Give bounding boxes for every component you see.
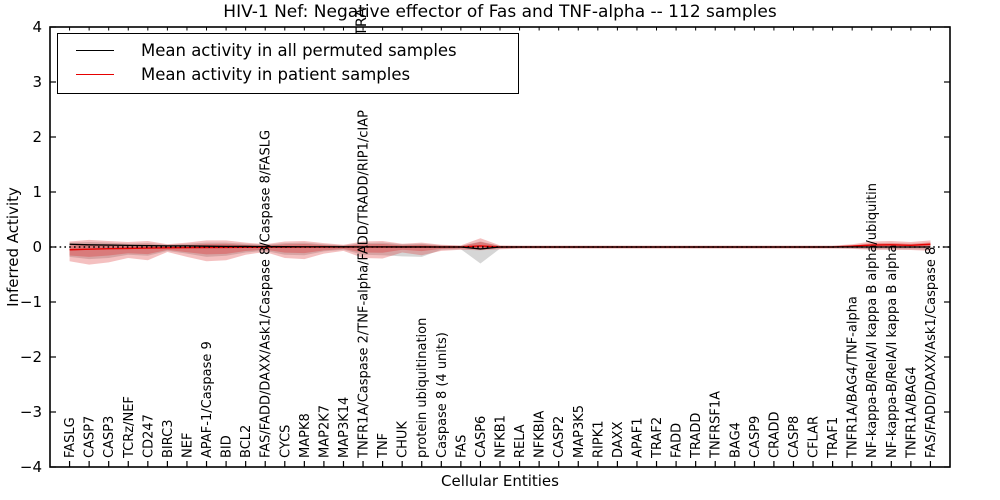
x-tick-label: MAPK8 (298, 413, 313, 458)
legend-item-patient: Mean activity in patient samples (76, 65, 508, 84)
x-tick-label: NFKB1 (494, 415, 509, 458)
y-tick-label: 4 (32, 18, 42, 36)
x-tick-label: TNFR1A/BAG4 (904, 366, 919, 459)
patient-line-sample (76, 74, 114, 76)
permuted-line-sample (76, 49, 114, 51)
legend-item-permuted: Mean activity in all permuted samples (76, 41, 508, 60)
x-tick-label: TCRz/NEF (122, 396, 137, 459)
x-tick-label: CASP9 (748, 416, 763, 458)
x-tick-label: FAS/FADD/DAXX/Ask1/Caspase 8 (924, 247, 939, 458)
x-tick-label: MAP3K5 (572, 405, 587, 458)
x-tick-label: NEF (180, 433, 195, 458)
x-tick-label: CRADD (767, 412, 782, 459)
x-tick-label: TNFR1A/Caspase 2/TNF-alpha/FADD/TRADD/RI… (357, 110, 372, 459)
x-tick-label: APAF1 (630, 417, 645, 458)
x-tick-label: TRAF1 (826, 417, 841, 459)
x-tick-label: CHUK (396, 421, 411, 458)
x-tick-label: CASP8 (787, 416, 802, 458)
x-tick-label: MAP3K14 (337, 397, 352, 458)
x-tick-label: FASLG (63, 417, 78, 458)
x-tick-label: RELA (513, 424, 528, 458)
y-tick-label: 1 (32, 183, 42, 201)
legend: Mean activity in all permuted samples Me… (57, 33, 519, 94)
patient-range-band (69, 238, 931, 265)
permuted-mean-line (69, 243, 931, 250)
x-tick-label: FAS/FADD/DAXX/Ask1/Caspase 8/Caspase 8/F… (259, 130, 274, 458)
x-tick-label: Caspase 8 (4 units) (435, 332, 450, 458)
x-tick-label: FADD (670, 423, 685, 458)
x-tick-label: NF-kappa-B/RelA/I kappa B alpha (885, 245, 900, 458)
x-tick-label: CD247 (141, 414, 156, 458)
y-tick-label: 3 (32, 73, 42, 91)
x-tick-label: RIPK1 (591, 420, 606, 458)
x-tick-label: CASP6 (474, 416, 489, 458)
y-tick-label: −1 (20, 293, 42, 311)
x-tick-label: APAF-1/Caspase 9 (200, 341, 215, 458)
x-tick-label: CASP7 (83, 416, 98, 458)
x-tick-label: CASP2 (552, 416, 567, 458)
y-tick-label: −2 (20, 348, 42, 366)
x-tick-label: TRADD (689, 413, 704, 459)
x-tick-label: BID (220, 435, 235, 458)
legend-label-permuted: Mean activity in all permuted samples (141, 40, 457, 60)
x-tick-label: CASP3 (102, 416, 117, 458)
x-tick-label: TRAF2 (650, 417, 665, 459)
x-tick-label: TNF (376, 433, 391, 459)
y-tick-label: −3 (20, 403, 42, 421)
x-tick-label: TNFR1A/BAG4/TNF-alpha (846, 296, 861, 459)
legend-label-patient: Mean activity in patient samples (141, 65, 411, 85)
clipped-vertical-label: TRA (354, 8, 370, 37)
x-tick-label: BIRC3 (161, 420, 176, 459)
x-tick-label: BCL2 (239, 425, 254, 458)
y-tick-label: −4 (20, 458, 42, 476)
y-tick-label: 2 (32, 128, 42, 146)
x-tick-label: NFKBIA (533, 411, 548, 458)
x-tick-label: NF-kappa-B/RelA/I kappa B alpha/ubiquiti… (865, 183, 880, 458)
patient-inner-band (69, 242, 931, 257)
x-tick-label: FAS (454, 435, 469, 458)
x-tick-label: CYCS (278, 425, 293, 458)
x-tick-label: TNFRSF1A (709, 391, 724, 459)
x-tick-label: BAG4 (728, 422, 743, 458)
x-tick-label: MAP2K7 (317, 405, 332, 458)
chart-title: HIV-1 Nef: Negative effector of Fas and … (223, 2, 777, 22)
x-tick-label: DAXX (611, 421, 626, 458)
y-tick-label: 0 (32, 238, 42, 256)
x-tick-label: CFLAR (807, 416, 822, 458)
x-axis-label: Cellular Entities (441, 472, 559, 490)
x-tick-label: protein ubiquitination (415, 318, 430, 458)
